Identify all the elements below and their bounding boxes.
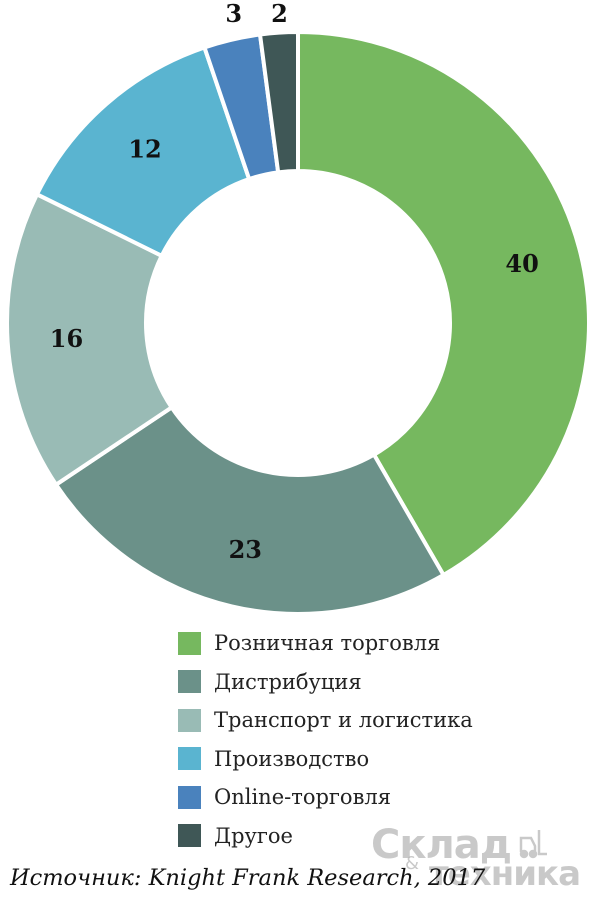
legend-item: Дистрибуция: [178, 663, 473, 702]
legend-item: Производство: [178, 740, 473, 779]
donut-chart: 40 23 16 12 3 2: [5, 0, 591, 616]
donut-segment: [5, 191, 175, 488]
data-label: 2: [271, 0, 288, 28]
watermark-logo: Склад & техника: [365, 820, 585, 894]
data-label: 23: [229, 535, 262, 564]
watermark-text: Склад: [371, 822, 512, 868]
donut-segment: [34, 44, 252, 259]
legend-item: Другое: [178, 817, 473, 856]
watermark-text: техника: [429, 854, 581, 894]
legend-label: Розничная торговля: [214, 631, 441, 656]
legend-label: Транспорт и логистика: [214, 708, 473, 733]
forklift-icon: [519, 830, 547, 859]
donut-segment: [257, 29, 300, 175]
legend-label: Online-торговля: [214, 785, 391, 810]
watermark-ampersand: &: [405, 853, 420, 874]
data-label: 12: [128, 135, 161, 164]
legend-item: Online-торговля: [178, 778, 473, 817]
donut-segment: [53, 404, 447, 616]
donut-segment: [296, 29, 591, 578]
legend-label: Производство: [214, 746, 370, 771]
legend-label: Дистрибуция: [214, 669, 362, 694]
legend-swatch: [178, 670, 201, 694]
data-label: 16: [50, 324, 83, 353]
legend-swatch: [178, 708, 201, 732]
source-note: Источник: Knight Frank Research, 2017: [10, 865, 486, 891]
legend: Розничная торговля Дистрибуция Транспорт…: [178, 624, 473, 855]
legend-item: Розничная торговля: [178, 624, 473, 663]
legend-label: Другое: [214, 823, 293, 848]
legend-swatch: [178, 785, 201, 809]
data-label: 3: [225, 0, 242, 28]
legend-swatch: [178, 747, 201, 771]
legend-item: Транспорт и логистика: [178, 701, 473, 740]
data-label: 40: [505, 249, 538, 278]
legend-swatch: [178, 824, 201, 848]
legend-swatch: [178, 631, 201, 655]
